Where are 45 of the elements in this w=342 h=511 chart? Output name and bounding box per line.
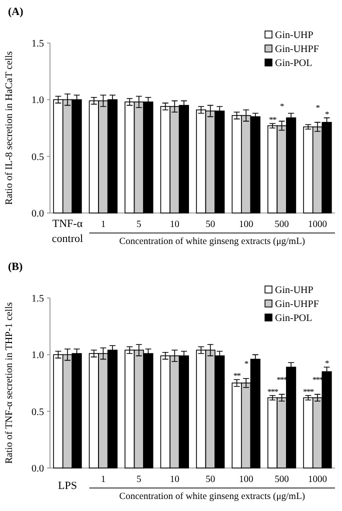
x-tick-label: 5 bbox=[136, 220, 142, 230]
data-label: * bbox=[244, 358, 248, 368]
x-tick-label: 5 bbox=[136, 475, 142, 485]
y-tick-label: 1.5 bbox=[32, 38, 44, 50]
x-tick-label: 50 bbox=[206, 220, 216, 230]
data-label: * bbox=[280, 101, 284, 112]
x-tick-label: LPS bbox=[58, 480, 77, 492]
y-tick-label: 0.0 bbox=[32, 464, 44, 474]
y-tick-label: 0.5 bbox=[32, 152, 44, 163]
y-axis-title: Ratio of TNF-α secretion in THP-1 cells bbox=[4, 302, 15, 464]
data-label: *** bbox=[303, 386, 314, 396]
legend-label: Gin-UHP bbox=[275, 285, 314, 296]
y-tick-label: 1.0 bbox=[32, 350, 44, 362]
x-axis-title: Concentration of white ginseng extracts (μg/mL) bbox=[119, 492, 306, 502]
data-label: * bbox=[316, 102, 320, 112]
legend-label: Gin-UHP bbox=[275, 30, 314, 41]
x-tick-label: TNF-α control bbox=[52, 218, 84, 245]
legend-label: Gin-UHPF bbox=[275, 299, 320, 310]
x-tick-label: 1000 bbox=[308, 475, 328, 485]
x-tick-label: 1 bbox=[100, 475, 106, 485]
data-label: * bbox=[325, 358, 330, 368]
data-label: *** bbox=[267, 386, 278, 396]
y-axis-title: Ratio of IL-8 secretion in HaCaT cells bbox=[4, 51, 15, 205]
x-tick-label: 100 bbox=[238, 475, 254, 485]
data-label: ** bbox=[269, 114, 276, 124]
y-tick-label: 0.0 bbox=[32, 208, 44, 220]
y-tick-label: 1.0 bbox=[32, 95, 44, 106]
chart-title: (B) bbox=[8, 261, 23, 273]
legend-label: Gin-POL bbox=[275, 313, 312, 324]
x-tick-label: 1000 bbox=[308, 220, 328, 230]
x-tick-label: 10 bbox=[170, 475, 180, 485]
chart-title: (A) bbox=[8, 6, 24, 18]
data-label: ** bbox=[233, 370, 241, 381]
x-tick-label: 500 bbox=[274, 475, 290, 485]
y-tick-label: 1.5 bbox=[32, 294, 44, 304]
legend-label: Gin-POL bbox=[275, 58, 312, 69]
x-tick-label: 500 bbox=[274, 220, 290, 230]
x-tick-label: 10 bbox=[170, 220, 180, 230]
x-tick-label: 1 bbox=[100, 220, 106, 230]
legend-label: Gin-UHPF bbox=[275, 44, 320, 55]
x-tick-label: 100 bbox=[238, 220, 254, 230]
y-tick-label: 0.5 bbox=[32, 406, 44, 418]
x-tick-label: 50 bbox=[206, 475, 216, 485]
data-label: * bbox=[325, 108, 330, 119]
x-axis-title: Concentration of white ginseng extracts (μg/mL) bbox=[119, 237, 306, 247]
